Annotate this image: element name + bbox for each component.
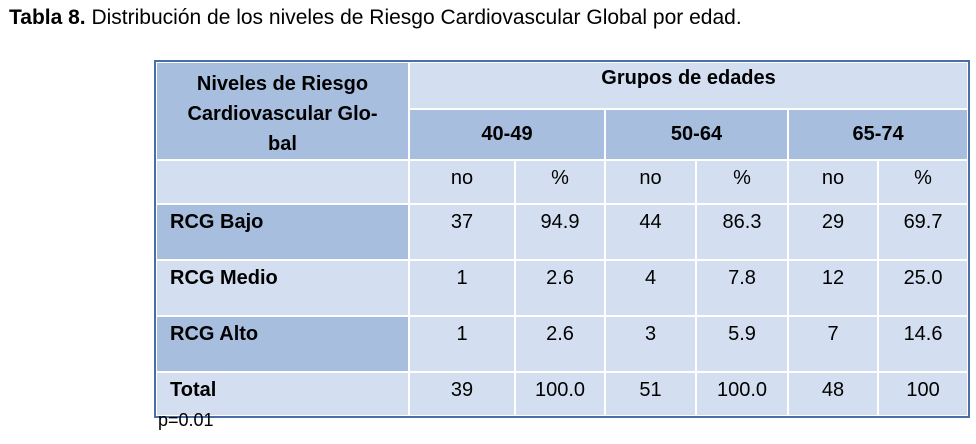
table-caption: Tabla 8. Distribución de los niveles de … xyxy=(9,6,742,30)
age-group-header: 40-49 xyxy=(408,108,606,161)
table-cell: 51 xyxy=(604,371,697,417)
table-row: RCG Bajo 37 94.9 44 86.3 29 69.7 xyxy=(155,203,970,261)
table-row: RCG Medio 1 2.6 4 7.8 12 25.0 xyxy=(155,259,970,317)
table-cell: 4 xyxy=(604,259,697,317)
table-cell: 25.0 xyxy=(876,259,970,317)
subheader-percent: % xyxy=(514,159,606,205)
table-cell: 100 xyxy=(876,371,970,417)
p-value-footnote: p=0.01 xyxy=(158,410,214,430)
subheader-blank xyxy=(155,159,410,205)
group-header: Grupos de edades xyxy=(407,60,970,111)
table-cell: 7.8 xyxy=(695,259,789,317)
table-cell: 1 xyxy=(408,259,516,317)
age-group-header: 50-64 xyxy=(604,108,789,161)
subheader-percent: % xyxy=(876,159,970,205)
table-cell: 94.9 xyxy=(514,203,606,261)
table-cell: 5.9 xyxy=(695,315,789,373)
table-row: Total 39 100.0 51 100.0 48 100 xyxy=(155,371,970,417)
table-cell: 37 xyxy=(408,203,516,261)
table-row: RCG Alto 1 2.6 3 5.9 7 14.6 xyxy=(155,315,970,373)
table-cell: 39 xyxy=(408,371,516,417)
subheader-count: no xyxy=(408,159,516,205)
table-cell: 44 xyxy=(604,203,697,261)
corner-header-line: bal xyxy=(268,133,297,155)
subheader-percent: % xyxy=(695,159,789,205)
subheader-count: no xyxy=(787,159,879,205)
table-cell: 2.6 xyxy=(514,259,606,317)
table-cell: 2.6 xyxy=(514,315,606,373)
row-label: RCG Medio xyxy=(155,259,410,317)
table-cell: 100.0 xyxy=(514,371,606,417)
table-cell: 12 xyxy=(787,259,879,317)
table-cell: 7 xyxy=(787,315,879,373)
table-cell: 3 xyxy=(604,315,697,373)
subheader-count: no xyxy=(604,159,697,205)
age-group-header: 65-74 xyxy=(786,108,970,161)
table-cell: 29 xyxy=(787,203,879,261)
caption-label: Tabla 8. xyxy=(9,6,86,29)
risk-table: Niveles de Riesgo Cardiovascular Glo- ba… xyxy=(153,60,971,418)
row-label: RCG Bajo xyxy=(155,203,410,261)
table-cell: 14.6 xyxy=(876,315,970,373)
table-cell: 86.3 xyxy=(695,203,789,261)
corner-header-line: Cardiovascular Glo- xyxy=(187,103,378,125)
corner-header-line: Niveles de Riesgo xyxy=(196,73,369,95)
table-cell: 1 xyxy=(408,315,516,373)
table-cell: 100.0 xyxy=(695,371,789,417)
caption-text: Distribución de los niveles de Riesgo Ca… xyxy=(85,6,742,29)
row-label: Total xyxy=(155,371,410,417)
table-cell: 69.7 xyxy=(876,203,970,261)
corner-header: Niveles de Riesgo Cardiovascular Glo- ba… xyxy=(155,61,410,161)
row-label: RCG Alto xyxy=(155,315,410,373)
table-cell: 48 xyxy=(787,371,879,417)
